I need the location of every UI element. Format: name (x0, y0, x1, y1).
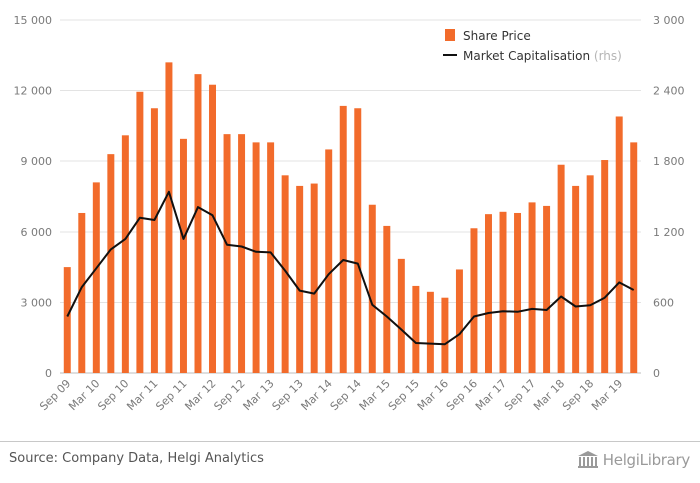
share-price-bar (121, 135, 129, 373)
share-price-bar (630, 142, 638, 373)
x-tick-label: Sep 13 (270, 377, 306, 413)
x-tick-label: Sep 17 (502, 377, 538, 413)
x-tick-label: Sep 18 (560, 377, 596, 413)
share-price-bar (514, 212, 522, 373)
share-price-bar (397, 258, 405, 373)
share-price-bar (615, 116, 623, 373)
legend: Share Price Market Capitalisation (rhs) (443, 29, 622, 63)
share-price-bar (470, 228, 478, 373)
x-tick-label: Mar 13 (240, 377, 276, 413)
x-tick-label: Sep 14 (328, 377, 364, 413)
share-price-bar (339, 105, 347, 373)
right-tick-label: 2 400 (653, 85, 685, 98)
legend-label-market-cap: Market Capitalisation (rhs) (463, 49, 622, 63)
right-tick-label: 1 800 (653, 155, 685, 168)
share-price-bar (325, 149, 333, 373)
share-price-bar (441, 297, 449, 373)
left-tick-label: 6 000 (21, 226, 53, 239)
x-tick-label: Sep 12 (211, 377, 247, 413)
share-price-bar (136, 91, 144, 373)
share-price-bar (601, 160, 609, 373)
share-price-bar (150, 108, 158, 373)
x-tick-label: Mar 16 (415, 377, 451, 413)
left-tick-label: 15 000 (14, 14, 53, 27)
left-axis-ticks: 0 3 000 6 000 9 000 12 000 15 000 (14, 14, 53, 380)
share-price-bar (267, 142, 275, 373)
x-tick-label: Sep 11 (153, 377, 189, 413)
share-price-bar (368, 204, 376, 373)
share-price-bar (238, 134, 246, 373)
share-price-bar (296, 185, 304, 373)
share-price-bar (455, 269, 463, 373)
x-tick-label: Sep 16 (444, 377, 480, 413)
library-icon (577, 451, 598, 468)
footer-divider (0, 441, 700, 442)
x-tick-label: Mar 18 (531, 377, 567, 413)
brand-name: HelgiLibrary (602, 451, 691, 469)
right-tick-label: 0 (653, 367, 660, 380)
x-tick-label: Mar 14 (299, 377, 335, 413)
share-price-bar (179, 138, 187, 373)
footer: Source: Company Data, Helgi Analytics He… (0, 441, 700, 483)
share-price-bar (281, 175, 289, 373)
left-tick-label: 12 000 (14, 85, 53, 98)
share-price-bar (209, 84, 216, 373)
x-tick-label: Mar 10 (66, 377, 102, 413)
share-price-bar (63, 267, 71, 373)
source-note: Source: Company Data, Helgi Analytics (9, 451, 264, 466)
share-price-bar (223, 134, 231, 373)
x-tick-label: Mar 15 (357, 377, 393, 413)
right-tick-label: 3 000 (653, 14, 685, 27)
share-price-bar (252, 142, 260, 373)
grid-lines (60, 19, 641, 374)
share-price-bar (78, 212, 86, 373)
share-price-bar (528, 202, 536, 373)
x-tick-label: Mar 17 (473, 377, 509, 413)
share-price-bar (383, 225, 391, 373)
share-price-bar (354, 108, 362, 373)
x-tick-label: Mar 11 (124, 377, 160, 413)
share-price-bar (92, 182, 100, 373)
x-tick-label: Mar 12 (182, 377, 218, 413)
legend-label-share-price: Share Price (463, 29, 531, 43)
share-price-bar (412, 285, 420, 373)
share-price-bar (557, 164, 565, 373)
x-tick-label: Sep 15 (386, 377, 422, 413)
right-axis-ticks: 0 600 1 200 1 800 2 400 3 000 (653, 14, 685, 380)
share-price-bar (107, 154, 115, 373)
brand-logo: HelgiLibrary (577, 447, 690, 473)
right-tick-label: 1 200 (653, 226, 685, 239)
legend-swatch-share-price (445, 29, 455, 41)
share-price-bars (63, 62, 638, 374)
share-price-bar (586, 175, 594, 373)
legend-rhs-suffix: (rhs) (594, 49, 622, 63)
left-tick-label: 0 (45, 367, 52, 380)
market-cap-line (66, 190, 635, 346)
share-price-bar (543, 205, 551, 373)
share-price-bar (310, 183, 318, 373)
share-price-bar (499, 211, 507, 373)
combo-chart: 0 3 000 6 000 9 000 12 000 15 000 0 600 1 200 1 … (14, 14, 685, 413)
x-tick-label: Sep 09 (37, 377, 73, 413)
share-price-bar (485, 214, 492, 373)
x-tick-label: Mar 19 (589, 377, 625, 413)
share-price-bar (194, 74, 202, 374)
share-price-bar (165, 62, 173, 374)
right-tick-label: 600 (653, 296, 674, 309)
left-tick-label: 9 000 (21, 155, 53, 168)
x-tick-label: Sep 10 (95, 377, 131, 413)
share-price-bar (426, 291, 434, 373)
left-tick-label: 3 000 (21, 296, 53, 309)
share-price-bar (572, 185, 580, 373)
